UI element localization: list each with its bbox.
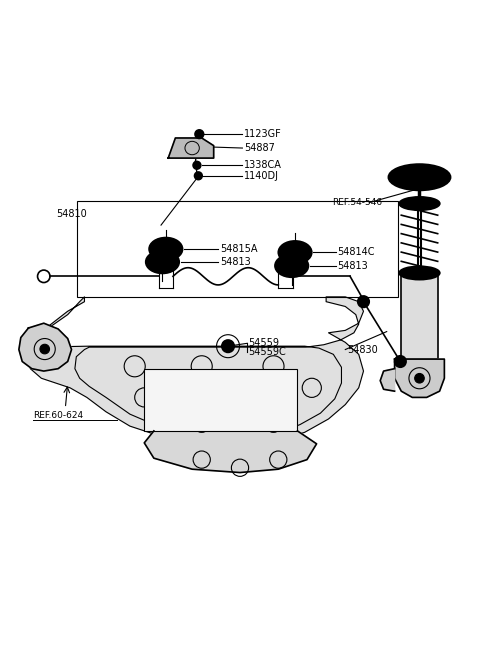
Text: 54813: 54813 [220, 257, 251, 267]
Text: 54559: 54559 [249, 338, 280, 348]
Text: REF.54-546: REF.54-546 [332, 198, 382, 207]
Circle shape [195, 130, 204, 138]
Ellipse shape [399, 266, 440, 279]
Circle shape [395, 356, 406, 367]
Text: 54810: 54810 [56, 209, 86, 219]
Text: 1140DJ: 1140DJ [244, 171, 279, 181]
Text: 54813: 54813 [337, 261, 368, 271]
Ellipse shape [288, 247, 303, 258]
Circle shape [222, 340, 234, 352]
Polygon shape [168, 138, 214, 158]
Text: 54559C: 54559C [249, 347, 287, 357]
Polygon shape [19, 323, 72, 371]
Text: 54814C: 54814C [337, 247, 375, 257]
Ellipse shape [155, 256, 170, 267]
Text: REF.60-624: REF.60-624 [33, 411, 84, 420]
Circle shape [415, 373, 424, 383]
Text: 54887: 54887 [244, 143, 275, 153]
Ellipse shape [146, 251, 179, 274]
Text: 1338CA: 1338CA [244, 160, 282, 171]
Ellipse shape [278, 241, 312, 264]
Ellipse shape [284, 260, 300, 271]
Circle shape [194, 172, 202, 180]
Text: 54830: 54830 [347, 344, 377, 354]
Circle shape [193, 161, 201, 169]
FancyBboxPatch shape [401, 273, 438, 359]
Text: 54815A: 54815A [220, 244, 257, 254]
Ellipse shape [388, 164, 451, 190]
Circle shape [40, 344, 49, 354]
Ellipse shape [275, 255, 309, 277]
Ellipse shape [149, 237, 182, 260]
Ellipse shape [158, 244, 173, 255]
Polygon shape [144, 431, 317, 472]
FancyBboxPatch shape [144, 369, 298, 431]
Polygon shape [380, 369, 395, 391]
Ellipse shape [399, 197, 440, 211]
Circle shape [358, 296, 369, 308]
Polygon shape [28, 297, 363, 445]
Polygon shape [395, 359, 444, 398]
Text: 1123GF: 1123GF [244, 129, 282, 139]
